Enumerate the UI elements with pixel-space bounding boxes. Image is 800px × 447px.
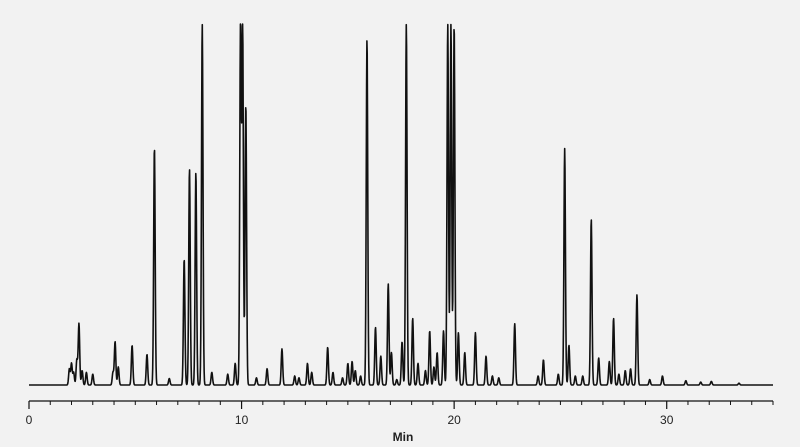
x-tick-label: 20 — [447, 413, 461, 427]
chromatogram-series-line — [28, 23, 774, 386]
trace-layer — [28, 23, 774, 386]
x-tick-label: 0 — [26, 413, 33, 427]
x-axis-title: Min — [393, 430, 414, 444]
x-tick-label: 30 — [660, 413, 674, 427]
x-axis: 0 10 20 30 — [26, 400, 774, 427]
x-tick-label: 10 — [235, 413, 249, 427]
